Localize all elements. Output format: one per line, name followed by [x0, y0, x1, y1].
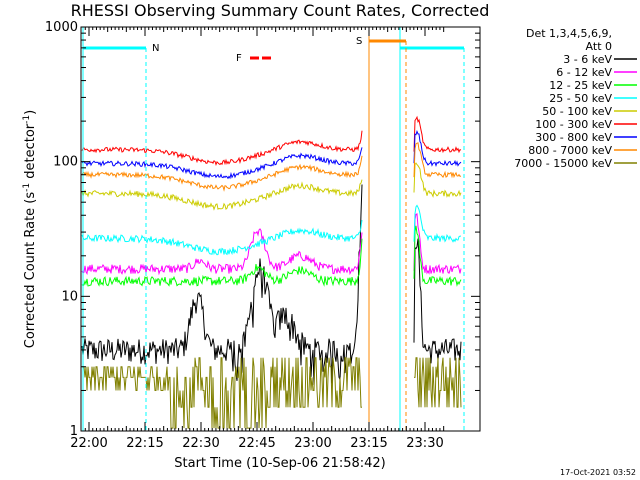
flag-overlays: N F S	[82, 27, 465, 431]
legend-label-25-50-kev: 25 - 50 keV	[549, 92, 612, 105]
series-800-7000-kev-curve	[81, 155, 363, 192]
legend-label-7000-15000-kev: 7000 - 15000 keV	[514, 157, 612, 170]
series-50-100-kev-curve-after	[413, 162, 462, 198]
flag-label-night: N	[152, 43, 159, 54]
series-3-6-kev-curve	[81, 184, 363, 386]
x-tick-label: 23:00	[294, 436, 331, 451]
legend-label-300-800-kev: 300 - 800 keV	[535, 131, 612, 144]
y-tick-label: 1000	[45, 20, 78, 35]
series-25-50-kev-curve	[81, 220, 363, 256]
series-25-50-kev-curve-after	[413, 204, 461, 243]
x-tick-label: 22:00	[70, 436, 107, 451]
chart-title: RHESSI Observing Summary Count Rates, Co…	[71, 1, 490, 20]
x-axis-label: Start Time (10-Sep-06 21:58:42)	[174, 456, 385, 471]
plot-frame	[80, 26, 481, 432]
flag-label-flare: F	[236, 53, 242, 64]
series-curves	[81, 115, 462, 429]
timestamp: 17-Oct-2021 03:52	[560, 468, 636, 477]
x-tick-label: 23:30	[406, 436, 443, 451]
legend-label-6-12-kev: 6 - 12 keV	[556, 66, 612, 79]
legend-label-12-25-kev: 12 - 25 keV	[549, 79, 612, 92]
legend-label-3-6-kev: 3 - 6 keV	[563, 53, 612, 66]
x-axis: 22:00 22:15 22:30 22:45 23:00 23:15 23:30	[70, 27, 445, 451]
y-tick-label: 10	[61, 289, 78, 304]
series-800-7000-kev-curve-after	[413, 142, 462, 179]
series-300-800-kev-curve	[81, 147, 363, 180]
legend-label-100-300-kev: 100 - 300 keV	[535, 118, 612, 131]
x-tick-label: 22:30	[182, 436, 219, 451]
series-50-100-kev-curve	[81, 179, 363, 211]
series-100-300-kev-curve	[81, 130, 363, 167]
series-7000-15000-kev-curve	[82, 357, 362, 429]
x-tick-label: 22:15	[126, 436, 163, 451]
x-tick-label: 22:45	[238, 436, 275, 451]
legend-label-800-7000-kev: 800 - 7000 keV	[528, 144, 612, 157]
series-100-300-kev-curve-after	[413, 115, 462, 154]
y-axis: 1 10 100 1000	[45, 20, 480, 439]
legend-header-2: Att 0	[586, 40, 612, 53]
flag-label-saa: S	[356, 36, 362, 47]
legend-label-50-100-kev: 50 - 100 keV	[542, 105, 612, 118]
y-tick-label: 100	[53, 155, 78, 170]
series-3-6-kev-curve-after	[413, 238, 462, 364]
series-7000-15000-kev-curve-after	[414, 357, 462, 408]
series-300-800-kev-curve-after	[413, 130, 462, 168]
y-tick-label: 1	[70, 424, 78, 439]
series-6-12-kev-curve	[81, 228, 363, 276]
series-6-12-kev-curve-after	[413, 213, 462, 275]
x-tick-label: 23:15	[350, 436, 387, 451]
series-12-25-kev-curve	[81, 238, 363, 287]
series-12-25-kev-curve-after	[413, 225, 462, 287]
y-axis-label: Corrected Count Rate (s-1 detector-1)	[22, 110, 38, 348]
legend-header-1: Det 1,3,4,5,6,9,	[526, 27, 612, 40]
